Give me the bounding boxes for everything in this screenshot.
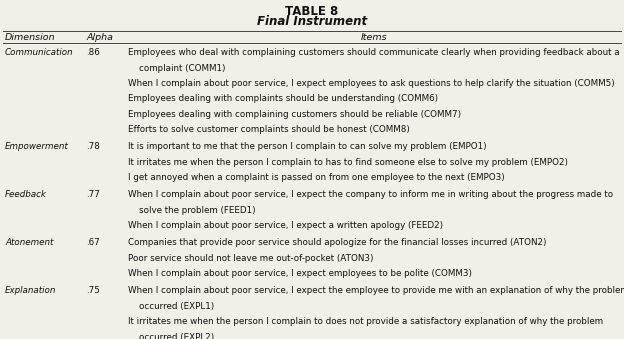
Text: Efforts to solve customer complaints should be honest (COMM8): Efforts to solve customer complaints sho… bbox=[128, 125, 410, 134]
Text: Empowerment: Empowerment bbox=[5, 142, 69, 152]
Text: Items: Items bbox=[361, 33, 388, 42]
Text: Employees dealing with complaints should be understanding (COMM6): Employees dealing with complaints should… bbox=[128, 94, 438, 103]
Text: When I complain about poor service, I expect the employee to provide me with an : When I complain about poor service, I ex… bbox=[128, 286, 624, 295]
Text: Explanation: Explanation bbox=[5, 286, 56, 295]
Text: .67: .67 bbox=[86, 238, 100, 247]
Text: When I complain about poor service, I expect employees to ask questions to help : When I complain about poor service, I ex… bbox=[128, 79, 615, 88]
Text: When I complain about poor service, I expect the company to inform me in writing: When I complain about poor service, I ex… bbox=[128, 190, 613, 199]
Text: When I complain about poor service, I expect employees to be polite (COMM3): When I complain about poor service, I ex… bbox=[128, 269, 472, 278]
Text: complaint (COMM1): complaint (COMM1) bbox=[128, 64, 225, 73]
Text: It irritates me when the person I complain to has to find someone else to solve : It irritates me when the person I compla… bbox=[128, 158, 568, 167]
Text: Employees dealing with complaining customers should be reliable (COMM7): Employees dealing with complaining custo… bbox=[128, 110, 461, 119]
Text: occurred (EXPL2): occurred (EXPL2) bbox=[128, 333, 214, 339]
Text: Alpha: Alpha bbox=[86, 33, 113, 42]
Text: Feedback: Feedback bbox=[5, 190, 47, 199]
Text: Poor service should not leave me out-of-pocket (ATON3): Poor service should not leave me out-of-… bbox=[128, 254, 373, 263]
Text: Companies that provide poor service should apologize for the financial losses in: Companies that provide poor service shou… bbox=[128, 238, 547, 247]
Text: Atonement: Atonement bbox=[5, 238, 54, 247]
Text: Final Instrument: Final Instrument bbox=[257, 15, 367, 28]
Text: TABLE 8: TABLE 8 bbox=[285, 5, 339, 18]
Text: Communication: Communication bbox=[5, 48, 74, 57]
Text: I get annoyed when a complaint is passed on from one employee to the next (EMPO3: I get annoyed when a complaint is passed… bbox=[128, 173, 505, 182]
Text: It irritates me when the person I complain to does not provide a satisfactory ex: It irritates me when the person I compla… bbox=[128, 317, 603, 326]
Text: .75: .75 bbox=[86, 286, 100, 295]
Text: solve the problem (FEED1): solve the problem (FEED1) bbox=[128, 206, 256, 215]
Text: Employees who deal with complaining customers should communicate clearly when pr: Employees who deal with complaining cust… bbox=[128, 48, 620, 57]
Text: When I complain about poor service, I expect a written apology (FEED2): When I complain about poor service, I ex… bbox=[128, 221, 443, 230]
Text: It is important to me that the person I complain to can solve my problem (EMPO1): It is important to me that the person I … bbox=[128, 142, 487, 152]
Text: .78: .78 bbox=[86, 142, 100, 152]
Text: occurred (EXPL1): occurred (EXPL1) bbox=[128, 302, 214, 311]
Text: .86: .86 bbox=[86, 48, 100, 57]
Text: Dimension: Dimension bbox=[5, 33, 56, 42]
Text: .77: .77 bbox=[86, 190, 100, 199]
